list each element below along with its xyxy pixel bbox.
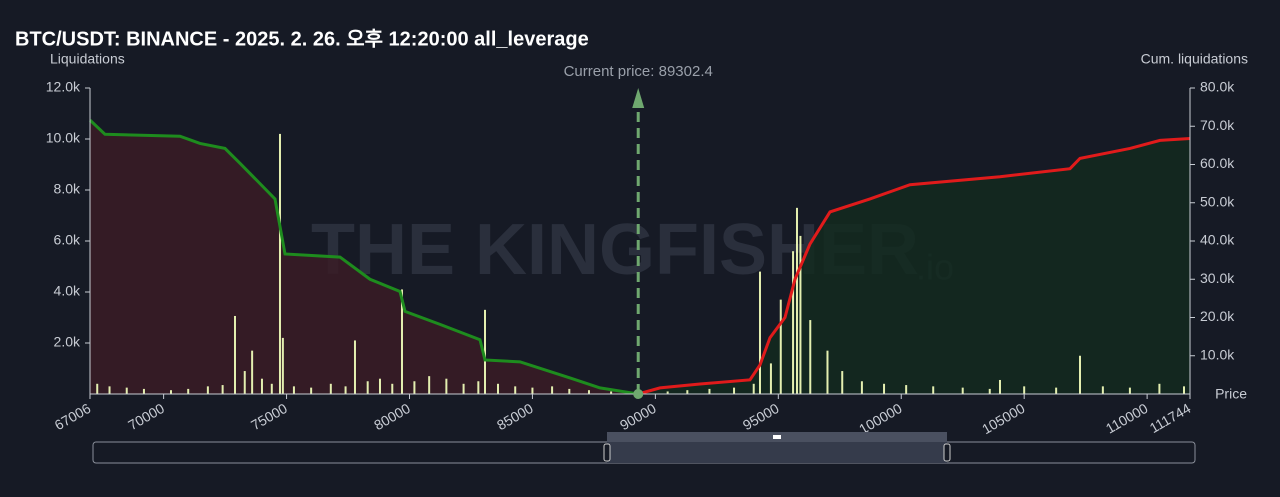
bar xyxy=(169,390,172,394)
bar xyxy=(483,309,486,394)
bar xyxy=(310,387,313,394)
bar xyxy=(206,386,209,394)
bar xyxy=(400,289,403,394)
bar xyxy=(860,381,863,394)
bar xyxy=(708,388,711,394)
bar xyxy=(142,388,145,394)
bar xyxy=(758,271,761,394)
bar xyxy=(108,386,111,394)
bar xyxy=(998,379,1001,394)
bar xyxy=(1023,386,1026,394)
bar xyxy=(270,383,273,394)
y2-tick-label: 80.0k xyxy=(1200,79,1235,95)
current-price-dot xyxy=(633,389,644,399)
bar xyxy=(841,371,844,394)
bar xyxy=(779,299,782,394)
bar xyxy=(809,320,812,394)
y2-tick-label: 20.0k xyxy=(1200,308,1235,324)
y-tick-label: 10.0k xyxy=(46,130,81,146)
bar xyxy=(497,383,500,394)
y2-axis-label: Cum. liquidations xyxy=(1141,51,1248,67)
bar xyxy=(795,207,798,394)
bar xyxy=(221,385,224,394)
bar xyxy=(799,235,802,394)
slider-handle[interactable] xyxy=(603,443,611,462)
y-tick-label: 12.0k xyxy=(46,79,81,95)
slider[interactable] xyxy=(92,432,1196,464)
bar xyxy=(281,337,284,394)
slider-window[interactable] xyxy=(607,442,947,463)
bar xyxy=(391,383,394,394)
y-tick-label: 2.0k xyxy=(54,334,81,350)
bar xyxy=(551,386,554,394)
bar xyxy=(666,391,669,394)
bar xyxy=(278,133,281,394)
bar xyxy=(243,371,246,394)
bar xyxy=(988,388,991,394)
bar xyxy=(251,350,254,394)
bar xyxy=(413,381,416,394)
bar xyxy=(792,251,795,394)
x-axis-label: Price xyxy=(1215,386,1247,402)
bar xyxy=(587,390,590,394)
bar xyxy=(1101,386,1104,394)
bar xyxy=(428,376,431,394)
bar xyxy=(292,386,295,394)
bar xyxy=(1128,387,1131,394)
slider-handle[interactable] xyxy=(943,443,951,462)
bar xyxy=(233,315,236,394)
bar xyxy=(329,383,332,394)
y2-tick-label: 10.0k xyxy=(1200,346,1235,362)
y2-tick-label: 40.0k xyxy=(1200,232,1235,248)
y2-tick-label: 50.0k xyxy=(1200,193,1235,209)
slider-grip xyxy=(773,435,781,439)
y-tick-label: 4.0k xyxy=(54,283,81,299)
bar xyxy=(96,383,99,394)
line xyxy=(637,136,1191,396)
y-tick-label: 8.0k xyxy=(54,181,81,197)
y-tick-label: 6.0k xyxy=(54,232,81,248)
bar xyxy=(462,383,465,394)
area-fill xyxy=(90,120,639,394)
annotation: Current price: 89302.4 xyxy=(564,63,713,80)
bar xyxy=(187,388,190,394)
bar xyxy=(1078,355,1081,394)
bar xyxy=(353,340,356,394)
bar xyxy=(932,386,935,394)
bar xyxy=(514,386,517,394)
y2-tick-label: 30.0k xyxy=(1200,270,1235,286)
bar xyxy=(531,387,534,394)
bar xyxy=(769,363,772,394)
bar xyxy=(445,378,448,394)
chart-title: BTC/USDT: BINANCE - 2025. 2. 26. 오후 12:2… xyxy=(15,27,589,50)
bar xyxy=(378,378,381,394)
y2-tick-label: 70.0k xyxy=(1200,117,1235,133)
bar xyxy=(686,390,689,394)
line xyxy=(88,119,639,396)
bar xyxy=(883,383,886,394)
bar xyxy=(1055,387,1058,394)
bar xyxy=(1158,383,1161,394)
bar xyxy=(1183,386,1186,394)
bar xyxy=(826,350,829,394)
bar xyxy=(752,383,755,394)
bar xyxy=(905,385,908,394)
bar xyxy=(344,386,347,394)
bar xyxy=(125,387,128,394)
current-price-arrow xyxy=(632,88,645,108)
y2-tick-label: 60.0k xyxy=(1200,155,1235,171)
bar xyxy=(568,388,571,394)
y-axis-label: Liquidations xyxy=(50,51,125,67)
bar xyxy=(961,387,964,394)
bar xyxy=(477,381,480,394)
bar xyxy=(366,381,369,394)
bar xyxy=(260,378,263,394)
bar xyxy=(610,391,613,394)
bar xyxy=(733,387,736,394)
